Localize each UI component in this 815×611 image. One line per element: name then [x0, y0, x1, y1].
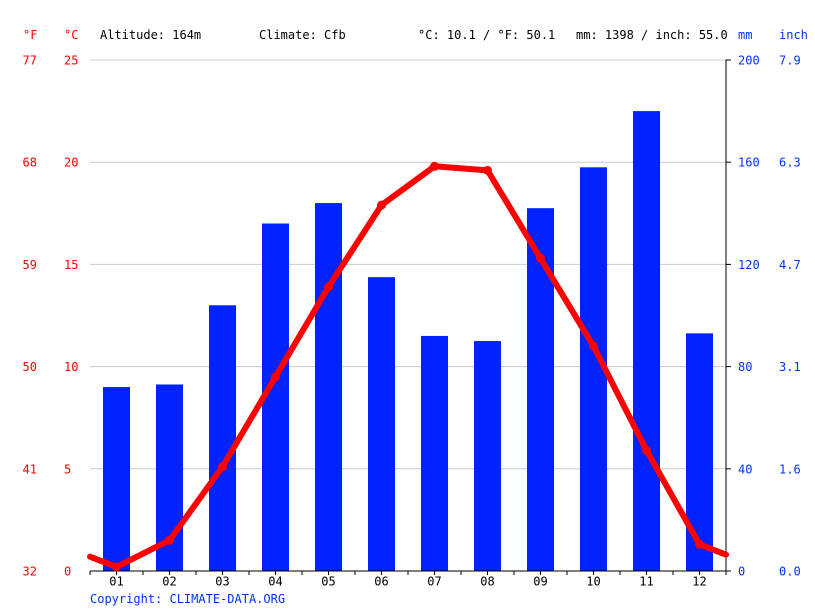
altitude-label: Altitude: 164m [100, 28, 202, 42]
temperature-point [218, 462, 227, 472]
average-temperature-label: °C: 10.1 / °F: 50.1 [418, 28, 556, 42]
fahrenheit-tick-label: 32 [23, 565, 37, 579]
mm-tick-label: 120 [738, 258, 760, 272]
precipitation-bar [421, 335, 448, 571]
month-label: 06 [374, 575, 388, 589]
fahrenheit-tick-label: 41 [23, 462, 37, 476]
inch-tick-label: 0.0 [779, 565, 801, 579]
temperature-line [87, 163, 729, 570]
fahrenheit-tick-label: 59 [23, 258, 37, 272]
celsius-tick-label: 15 [64, 258, 78, 272]
total-precipitation-label: mm: 1398 / inch: 55.0 [576, 28, 728, 42]
temperature-point [271, 372, 280, 382]
month-label: 05 [321, 575, 335, 589]
copyright-label: Copyright: CLIMATE-DATA.ORG [90, 592, 286, 606]
mm-unit-label: mm [738, 28, 753, 42]
fahrenheit-tick-label: 68 [23, 156, 37, 170]
mm-tick-label: 40 [738, 462, 752, 476]
mm-tick-label: 200 [738, 54, 760, 68]
precipitation-bar [209, 305, 236, 571]
mm-tick-label: 160 [738, 156, 760, 170]
fahrenheit-tick-label: 50 [23, 360, 37, 374]
month-label: 09 [533, 575, 547, 589]
inch-tick-label: 1.6 [779, 462, 801, 476]
temperature-point [695, 539, 704, 549]
temperature-point [589, 341, 598, 351]
month-label: 10 [586, 575, 600, 589]
fahrenheit-unit-label: °F [23, 28, 38, 42]
month-label: 11 [639, 575, 653, 589]
inch-unit-label: inch [779, 28, 808, 42]
celsius-tick-label: 10 [64, 360, 78, 374]
month-label: 12 [692, 575, 706, 589]
month-label: 03 [215, 575, 229, 589]
precipitation-bar [103, 387, 130, 571]
temperature-point [377, 200, 386, 210]
fahrenheit-tick-label: 77 [23, 54, 37, 68]
temperature-point [112, 562, 121, 572]
precipitation-bar [368, 277, 395, 571]
precipitation-bar [686, 333, 713, 571]
mm-tick-label: 0 [738, 565, 745, 579]
celsius-unit-label: °C [64, 28, 79, 42]
month-label: 07 [427, 575, 441, 589]
climate-label: Climate: Cfb [259, 28, 346, 42]
celsius-tick-label: 5 [64, 462, 71, 476]
inch-tick-label: 3.1 [779, 360, 801, 374]
inch-tick-label: 4.7 [779, 258, 801, 272]
mm-tick-label: 80 [738, 360, 752, 374]
celsius-tick-label: 0 [64, 565, 71, 579]
celsius-tick-label: 20 [64, 156, 78, 170]
temperature-point [165, 535, 174, 545]
month-label: 04 [268, 575, 282, 589]
inch-tick-label: 7.9 [779, 54, 801, 68]
temperature-point [324, 282, 333, 292]
month-label: 08 [480, 575, 494, 589]
temperature-point [536, 253, 545, 263]
precipitation-bar [315, 203, 342, 571]
temperature-point [430, 161, 439, 171]
inch-tick-label: 6.3 [779, 156, 801, 170]
month-label: 02 [162, 575, 176, 589]
temperature-point [642, 445, 651, 455]
precipitation-bar [633, 111, 660, 571]
precipitation-bar [474, 341, 501, 571]
celsius-tick-label: 25 [64, 54, 78, 68]
month-label: 01 [109, 575, 123, 589]
temperature-point [483, 165, 492, 175]
